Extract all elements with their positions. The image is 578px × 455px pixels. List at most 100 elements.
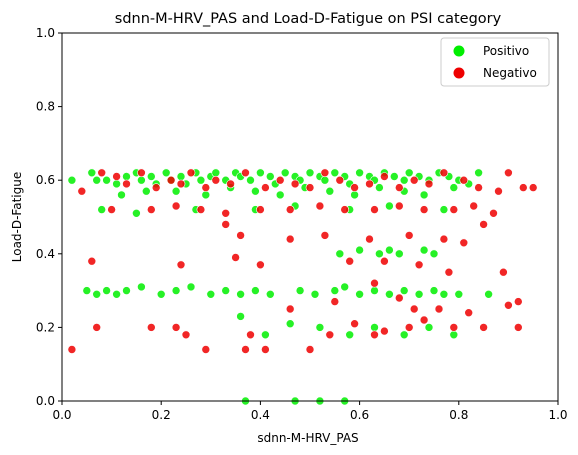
- data-point-negativo-80: [246, 330, 255, 340]
- data-point-negativo-53: [404, 231, 414, 240]
- data-point-positivo-100: [429, 286, 439, 295]
- data-point-negativo-0: [77, 186, 87, 196]
- data-point-positivo-17: [211, 168, 221, 178]
- data-point-negativo-1: [97, 168, 106, 178]
- data-point-positivo-22: [256, 168, 265, 178]
- data-point-positivo-34: [355, 168, 364, 178]
- x-tick-label-2: 0.4: [251, 408, 270, 422]
- data-point-positivo-81: [122, 286, 131, 295]
- data-point-positivo-8: [147, 172, 156, 181]
- data-point-negativo-88: [404, 323, 414, 332]
- data-point-negativo-30: [518, 183, 528, 192]
- data-point-positivo-15: [196, 175, 206, 185]
- data-point-negativo-31: [528, 183, 538, 192]
- x-tick-label-5: 1.0: [548, 408, 567, 422]
- data-point-positivo-83: [156, 289, 166, 299]
- data-point-positivo-54: [275, 190, 285, 200]
- data-point-positivo-109: [370, 323, 379, 332]
- data-point-negativo-78: [201, 345, 211, 354]
- data-point-negativo-52: [365, 234, 374, 244]
- data-point-positivo-23: [265, 172, 275, 181]
- data-point-negativo-60: [345, 256, 355, 266]
- data-point-positivo-79: [102, 286, 111, 295]
- data-point-positivo-95: [355, 289, 364, 299]
- data-point-negativo-18: [335, 175, 345, 185]
- data-point-positivo-82: [137, 282, 146, 292]
- data-point-negativo-77: [181, 330, 191, 340]
- data-point-negativo-61: [380, 256, 389, 266]
- y-tick-label-1: 0.2: [36, 320, 55, 334]
- data-point-positivo-111: [424, 323, 434, 332]
- data-point-positivo-76: [429, 249, 439, 259]
- x-tick-label-3: 0.6: [350, 408, 369, 422]
- data-point-positivo-78: [92, 289, 101, 299]
- data-point-negativo-58: [231, 253, 240, 262]
- data-point-negativo-41: [370, 205, 379, 214]
- data-point-negativo-23: [409, 175, 419, 185]
- data-point-negativo-92: [513, 323, 523, 332]
- data-point-positivo-7: [137, 175, 146, 185]
- data-point-positivo-88: [236, 289, 245, 299]
- data-point-positivo-103: [484, 289, 493, 299]
- data-point-positivo-106: [285, 319, 295, 329]
- data-point-negativo-51: [320, 231, 330, 240]
- legend-marker-negativo: [453, 67, 465, 79]
- data-point-positivo-89: [251, 286, 260, 295]
- points-layer: [67, 168, 538, 406]
- data-point-positivo-30: [320, 175, 330, 185]
- data-point-negativo-70: [464, 308, 474, 318]
- data-point-positivo-4: [112, 179, 121, 189]
- data-point-positivo-77: [82, 286, 92, 295]
- data-point-positivo-72: [375, 249, 384, 259]
- data-point-negativo-5: [151, 183, 161, 192]
- data-point-negativo-7: [176, 179, 186, 189]
- data-point-positivo-93: [330, 286, 340, 295]
- data-point-negativo-20: [365, 179, 374, 189]
- data-point-negativo-42: [394, 201, 404, 211]
- data-point-negativo-49: [236, 231, 245, 240]
- data-point-negativo-91: [479, 323, 488, 332]
- data-point-negativo-75: [147, 323, 156, 332]
- data-point-negativo-62: [414, 260, 424, 270]
- data-point-positivo-51: [201, 190, 211, 200]
- data-point-negativo-55: [459, 238, 469, 248]
- x-tick-label-1: 0.2: [152, 408, 171, 422]
- data-point-negativo-43: [419, 205, 429, 214]
- chart-title: sdnn-M-HRV_PAS and Load-D-Fatigue on PSI…: [115, 11, 502, 27]
- data-point-negativo-50: [285, 234, 295, 244]
- data-point-negativo-82: [285, 304, 295, 314]
- data-point-negativo-26: [459, 175, 469, 185]
- data-point-positivo-87: [221, 286, 230, 295]
- data-point-positivo-25: [280, 168, 290, 178]
- y-tick-label-0: 0.0: [36, 394, 55, 408]
- data-point-negativo-57: [176, 260, 186, 270]
- data-point-positivo-107: [315, 323, 325, 332]
- data-point-positivo-110: [399, 330, 409, 340]
- data-point-negativo-44: [449, 205, 459, 214]
- y-tick-label-2: 0.4: [36, 247, 55, 261]
- data-point-positivo-40: [404, 168, 414, 178]
- data-point-positivo-91: [295, 286, 305, 295]
- data-point-negativo-12: [241, 168, 250, 178]
- data-point-positivo-102: [454, 289, 464, 299]
- y-axis-label: Load-D-Fatigue: [10, 172, 24, 263]
- data-point-positivo-49: [142, 186, 151, 196]
- data-point-positivo-104: [236, 312, 245, 321]
- data-point-positivo-99: [414, 289, 424, 299]
- data-point-negativo-13: [261, 183, 270, 192]
- x-tick-label-0: 0.0: [52, 408, 71, 422]
- plot-frame: [61, 32, 559, 402]
- data-point-negativo-54: [439, 234, 449, 244]
- legend-marker-positivo: [453, 45, 465, 57]
- legend: Positivo Negativo: [440, 37, 550, 87]
- data-point-positivo-71: [355, 245, 364, 255]
- data-point-negativo-90: [449, 323, 459, 332]
- ticks-layer: 0.0 0.2 0.4 0.6 0.8 1.0 0.0 0.2 0.4 0.6 0.8 1.0: [36, 26, 568, 422]
- data-point-positivo-57: [350, 190, 359, 200]
- data-point-positivo-39: [399, 175, 409, 185]
- data-point-positivo-10: [161, 168, 171, 178]
- data-point-positivo-1: [87, 168, 97, 178]
- data-point-negativo-34: [171, 201, 181, 211]
- data-point-negativo-35: [196, 205, 206, 214]
- data-point-positivo-108: [345, 330, 355, 340]
